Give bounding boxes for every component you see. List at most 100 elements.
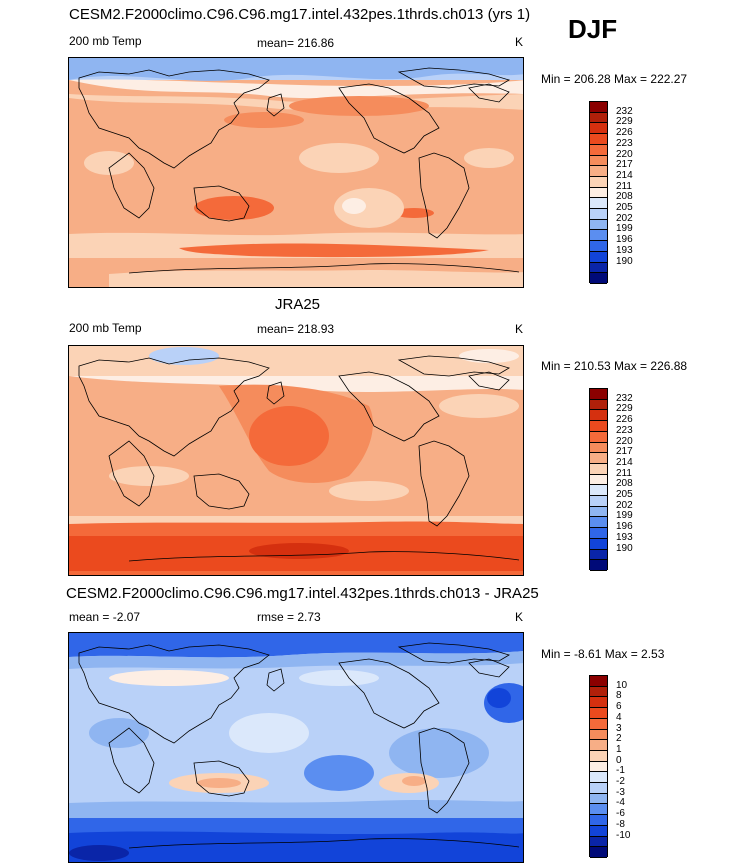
colorbar-tick-label: 211 bbox=[616, 467, 632, 479]
panel3-map bbox=[68, 632, 524, 863]
colorbar-tick-label: 190 bbox=[616, 542, 633, 554]
panel3-title: CESM2.F2000climo.C96.C96.mg17.intel.432p… bbox=[66, 585, 539, 602]
colorbar-swatch bbox=[590, 496, 607, 507]
colorbar-swatch bbox=[590, 421, 607, 432]
panel2-units-label: K bbox=[515, 322, 524, 336]
colorbar-tick-label: 8 bbox=[616, 690, 622, 702]
colorbar-tick-label: 193 bbox=[616, 244, 633, 256]
colorbar-swatch bbox=[590, 825, 607, 837]
panel1-units-label: K bbox=[515, 35, 524, 49]
colorbar-tick-label: 232 bbox=[616, 392, 633, 404]
colorbar-swatch bbox=[590, 176, 607, 188]
colorbar-swatch bbox=[590, 273, 607, 284]
colorbar-swatch bbox=[590, 686, 607, 698]
colorbar-swatch bbox=[590, 676, 607, 687]
colorbar-swatch bbox=[590, 453, 607, 464]
colorbar-tick-label: 10 bbox=[616, 679, 628, 691]
panel1-map bbox=[68, 57, 524, 288]
colorbar-tick-label: -2 bbox=[616, 776, 625, 788]
panel2-minmax-label: Min = 210.53 Max = 226.88 bbox=[541, 359, 688, 373]
colorbar-swatch bbox=[590, 463, 607, 475]
colorbar-swatch bbox=[590, 410, 607, 422]
colorbar-swatch bbox=[590, 772, 607, 784]
colorbar-swatch bbox=[590, 815, 607, 826]
colorbar-tick-label: 229 bbox=[616, 116, 633, 128]
colorbar-swatch bbox=[590, 209, 607, 220]
colorbar-tick-label: -1 bbox=[616, 765, 625, 777]
panel2-variable-label: 200 mb Temp bbox=[69, 321, 142, 335]
colorbar-swatch bbox=[590, 166, 607, 177]
colorbar-tick-label: 199 bbox=[616, 223, 633, 235]
colorbar-tick-label: 0 bbox=[616, 754, 622, 766]
colorbar-swatch bbox=[590, 793, 607, 805]
colorbar-swatch bbox=[590, 187, 607, 199]
colorbar-swatch bbox=[590, 761, 607, 773]
colorbar-swatch bbox=[590, 729, 607, 741]
colorbar-tick-label: 217 bbox=[616, 446, 633, 458]
colorbar-swatch bbox=[590, 847, 607, 858]
colorbar-swatch bbox=[590, 783, 607, 794]
colorbar-tick-label: -6 bbox=[616, 808, 625, 820]
colorbar-tick-label: 202 bbox=[616, 212, 633, 224]
panel3-colorbar bbox=[589, 675, 608, 858]
panel2-mean-label: mean= 218.93 bbox=[257, 322, 335, 336]
panel3-units-label: K bbox=[515, 610, 524, 624]
panel1-colorbar bbox=[589, 101, 608, 284]
colorbar-tick-label: 220 bbox=[616, 435, 633, 447]
colorbar-tick-label: 223 bbox=[616, 424, 633, 436]
panel1-minmax-label: Min = 206.28 Max = 222.27 bbox=[541, 72, 688, 86]
season-label: DJF bbox=[568, 14, 618, 44]
colorbar-swatch bbox=[590, 198, 607, 210]
colorbar-swatch bbox=[590, 517, 607, 529]
colorbar-tick-label: 223 bbox=[616, 137, 633, 149]
colorbar-swatch bbox=[590, 506, 607, 518]
colorbar-tick-label: 199 bbox=[616, 510, 633, 522]
colorbar-tick-label: 211 bbox=[616, 180, 632, 192]
colorbar-tick-label: 217 bbox=[616, 159, 633, 171]
colorbar-tick-label: 193 bbox=[616, 531, 633, 543]
panel3-rmse-label: rmse = 2.73 bbox=[257, 610, 321, 624]
colorbar-tick-label: 208 bbox=[616, 478, 633, 490]
colorbar-swatch bbox=[590, 155, 607, 167]
colorbar-swatch bbox=[590, 560, 607, 571]
colorbar-swatch bbox=[590, 442, 607, 454]
colorbar-swatch bbox=[590, 112, 607, 124]
colorbar-tick-label: 4 bbox=[616, 711, 622, 723]
colorbar-tick-label: 205 bbox=[616, 202, 633, 214]
colorbar-swatch bbox=[590, 123, 607, 135]
colorbar-tick-label: 2 bbox=[616, 733, 622, 745]
colorbar-tick-label: 202 bbox=[616, 499, 633, 511]
colorbar-swatch bbox=[590, 750, 607, 762]
colorbar-swatch bbox=[590, 708, 607, 719]
colorbar-swatch bbox=[590, 262, 607, 274]
colorbar-swatch bbox=[590, 251, 607, 263]
colorbar-tick-label: 208 bbox=[616, 191, 633, 203]
colorbar-swatch bbox=[590, 134, 607, 145]
colorbar-swatch bbox=[590, 431, 607, 443]
colorbar-tick-label: 6 bbox=[616, 701, 622, 713]
colorbar-tick-label: 226 bbox=[616, 414, 633, 426]
colorbar-swatch bbox=[590, 102, 607, 113]
colorbar-tick-label: 1 bbox=[616, 743, 622, 755]
panel1-variable-label: 200 mb Temp bbox=[69, 34, 142, 48]
colorbar-tick-label: 214 bbox=[616, 456, 633, 468]
panel2-title: JRA25 bbox=[275, 296, 321, 313]
colorbar-swatch bbox=[590, 399, 607, 411]
colorbar-swatch bbox=[590, 549, 607, 561]
colorbar-swatch bbox=[590, 485, 607, 497]
colorbar-tick-label: 232 bbox=[616, 105, 633, 117]
colorbar-tick-label: 229 bbox=[616, 403, 633, 415]
colorbar-swatch bbox=[590, 219, 607, 231]
panel1-mean-label: mean= 216.86 bbox=[257, 36, 335, 50]
colorbar-tick-label: -8 bbox=[616, 818, 625, 830]
colorbar-swatch bbox=[590, 538, 607, 550]
colorbar-swatch bbox=[590, 144, 607, 156]
colorbar-swatch bbox=[590, 241, 607, 252]
colorbar-swatch bbox=[590, 836, 607, 848]
colorbar-tick-label: 196 bbox=[616, 234, 633, 246]
colorbar-tick-label: 214 bbox=[616, 169, 633, 181]
colorbar-tick-label: 205 bbox=[616, 489, 633, 501]
colorbar-swatch bbox=[590, 389, 607, 400]
colorbar-tick-label: 226 bbox=[616, 127, 633, 139]
colorbar-swatch bbox=[590, 474, 607, 486]
